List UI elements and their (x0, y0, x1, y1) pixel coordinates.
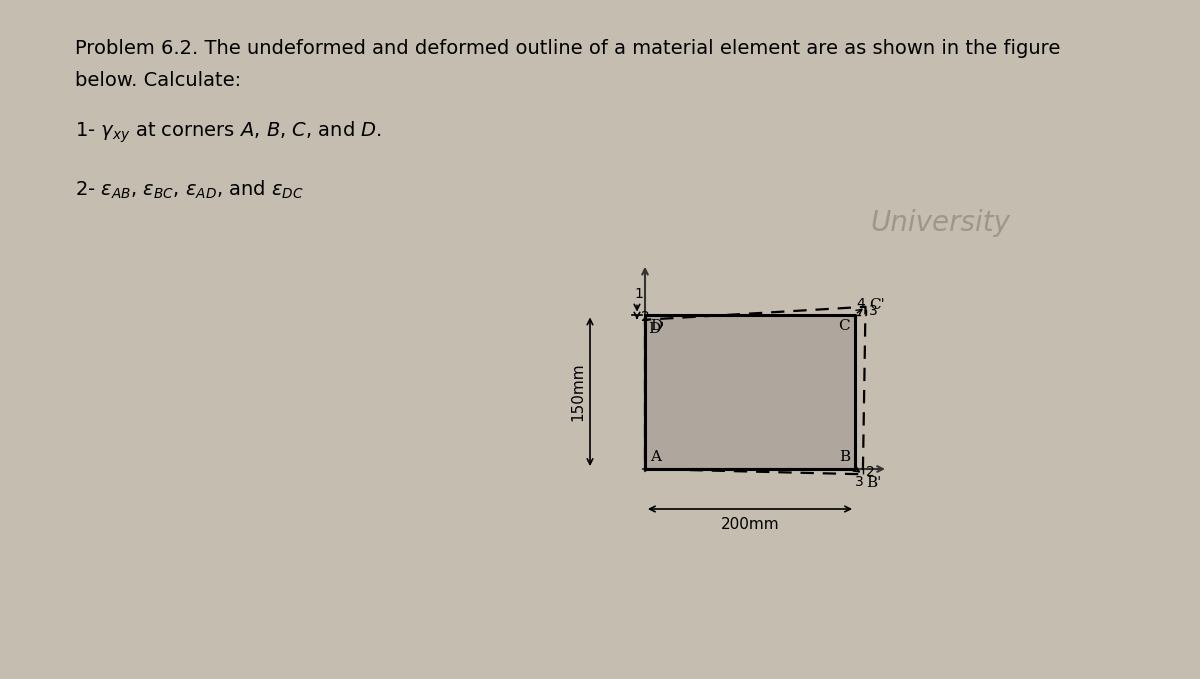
Text: 3: 3 (869, 304, 877, 318)
Text: Problem 6.2. The undeformed and deformed outline of a material element are as sh: Problem 6.2. The undeformed and deformed… (74, 39, 1061, 58)
Text: 4: 4 (856, 297, 865, 312)
Text: B': B' (866, 476, 881, 490)
Text: 2: 2 (866, 464, 875, 479)
Text: 1: 1 (635, 287, 643, 301)
Text: C': C' (870, 298, 886, 312)
Text: C: C (839, 320, 850, 333)
Text: D': D' (648, 322, 665, 335)
Polygon shape (646, 314, 854, 469)
Text: D: D (650, 320, 662, 333)
Text: B: B (839, 450, 850, 464)
Text: 150mm: 150mm (570, 363, 586, 421)
Text: A: A (650, 450, 661, 464)
Text: 2: 2 (641, 310, 649, 324)
Text: 3: 3 (854, 475, 863, 489)
Text: University: University (870, 209, 1010, 237)
Text: 200mm: 200mm (721, 517, 779, 532)
Text: below. Calculate:: below. Calculate: (74, 71, 241, 90)
Text: 2- $\varepsilon_{AB}$, $\varepsilon_{BC}$, $\varepsilon_{AD}$, and $\varepsilon_: 2- $\varepsilon_{AB}$, $\varepsilon_{BC}… (74, 179, 304, 201)
Text: 1- $\gamma_{xy}$ at corners $A$, $B$, $C$, and $D$.: 1- $\gamma_{xy}$ at corners $A$, $B$, $C… (74, 119, 382, 145)
